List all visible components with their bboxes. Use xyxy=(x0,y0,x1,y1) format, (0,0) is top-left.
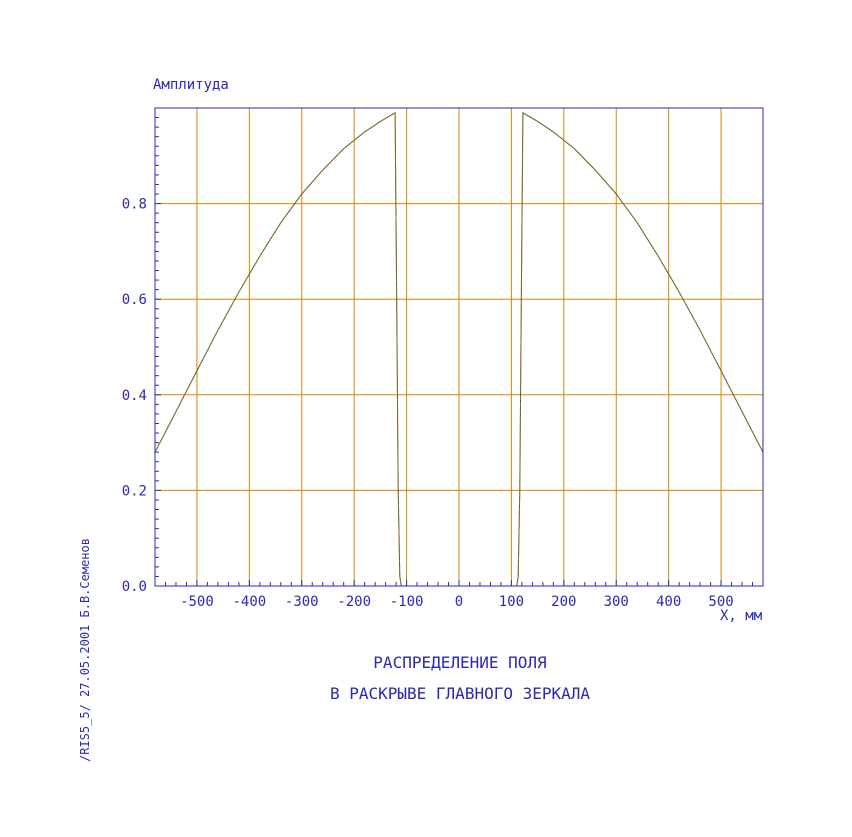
x-tick-label: 400 xyxy=(656,594,681,610)
plot-frame xyxy=(154,107,764,587)
y-tick-label: 0.0 xyxy=(122,579,147,595)
y-tick-label: 0.8 xyxy=(122,197,147,213)
x-tick-label: -500 xyxy=(180,594,214,610)
x-tick-label: 0 xyxy=(455,594,463,610)
x-tick-label: 200 xyxy=(551,594,576,610)
y-tick-label: 0.4 xyxy=(122,388,147,404)
side-note: /RIS5_5/ 27.05.2001 Б.В.Семенов xyxy=(78,538,92,762)
x-tick-label: 500 xyxy=(708,594,733,610)
x-tick-label: 300 xyxy=(604,594,629,610)
x-axis-label: X, мм xyxy=(720,608,763,624)
chart-title-line-2: В РАСКРЫВЕ ГЛАВНОГО ЗЕРКАЛА xyxy=(330,684,590,703)
x-tick-label: -300 xyxy=(285,594,319,610)
grid-lines xyxy=(155,108,763,586)
y-tick-label: 0.2 xyxy=(122,483,147,499)
y-tick-label: 0.6 xyxy=(122,292,147,308)
x-tick-labels: -500 -400 -300 -200 -100 0 100 200 300 400 500 xyxy=(180,594,734,610)
y-axis-label: Амплитуда xyxy=(153,77,229,93)
x-tick-label: -400 xyxy=(232,594,266,610)
x-tick-label: 100 xyxy=(499,594,524,610)
y-tick-labels: 0.0 0.2 0.4 0.6 0.8 xyxy=(122,197,147,595)
x-tick-label: -200 xyxy=(337,594,371,610)
chart-title-line-1: РАСПРЕДЕЛЕНИЕ ПОЛЯ xyxy=(373,653,546,672)
x-tick-label: -100 xyxy=(390,594,424,610)
